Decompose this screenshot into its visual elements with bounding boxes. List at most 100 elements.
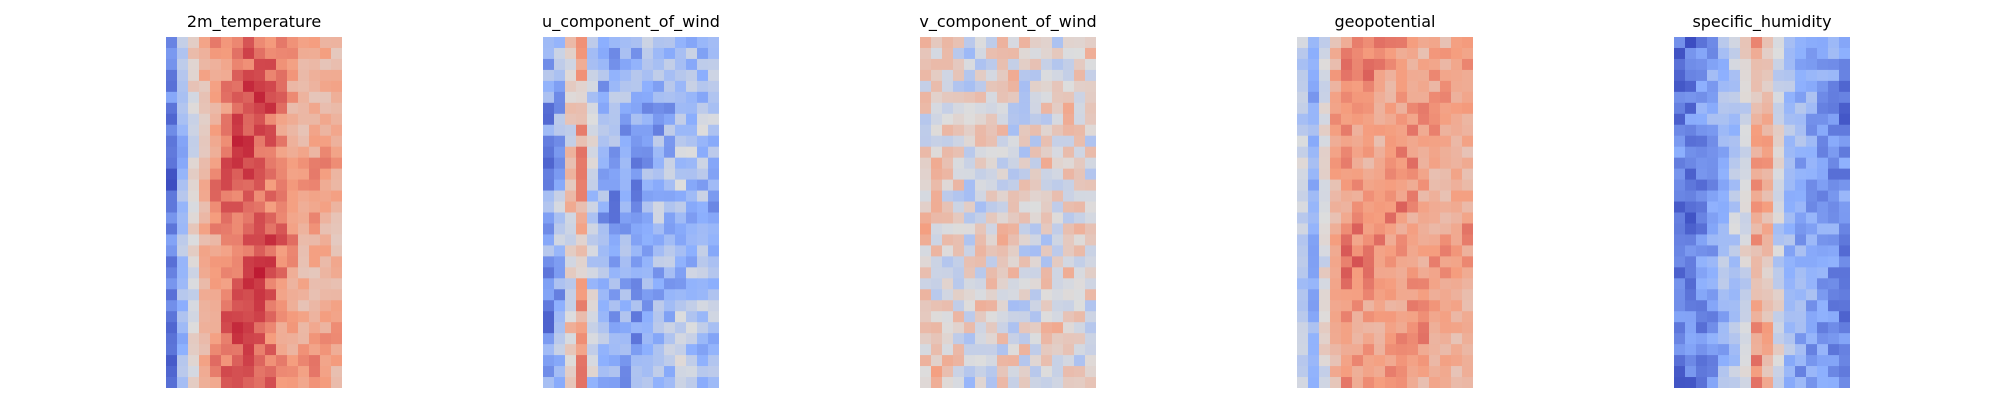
heatmap-cell	[1740, 190, 1752, 202]
heatmap-cell	[1440, 179, 1452, 191]
heatmap-cell	[1440, 91, 1452, 104]
heatmap-cell	[1795, 366, 1807, 378]
heatmap-cell	[609, 234, 621, 246]
heatmap-cell	[1729, 289, 1741, 301]
heatmap-cell	[210, 37, 222, 49]
heatmap-cell	[1418, 58, 1430, 71]
heatmap-cell	[609, 322, 621, 334]
heatmap-cell	[1008, 91, 1020, 104]
heatmap-cell	[653, 311, 665, 323]
heatmap-cell	[188, 234, 200, 246]
heatmap-cell	[1374, 267, 1386, 279]
heatmap-cell	[554, 113, 566, 126]
heatmap-cell	[232, 333, 244, 345]
heatmap-cell	[1308, 377, 1320, 388]
heatmap-cell	[1773, 102, 1785, 115]
heatmap-cell	[287, 69, 299, 82]
heatmap-cell	[609, 179, 621, 191]
heatmap-cell	[1074, 102, 1086, 115]
heatmap-cell	[942, 37, 954, 49]
heatmap-cell	[1795, 311, 1807, 323]
heatmap-cell	[1297, 344, 1309, 356]
heatmap-cell	[1063, 234, 1075, 246]
heatmap-cell	[309, 168, 321, 180]
heatmap-cell	[953, 168, 965, 180]
heatmap-cell	[631, 37, 643, 49]
heatmap-cell	[177, 190, 189, 202]
heatmap-cell	[298, 278, 310, 290]
heatmap-cell	[1063, 102, 1075, 115]
heatmap-cell	[320, 267, 332, 279]
heatmap-cell	[177, 47, 189, 60]
heatmap-cell	[1019, 278, 1031, 290]
heatmap-cell	[1297, 69, 1309, 82]
heatmap-cell	[1041, 179, 1053, 191]
heatmap-cell	[1008, 58, 1020, 71]
heatmap-cell	[942, 245, 954, 257]
heatmap-cell	[1817, 267, 1829, 279]
heatmap-cell	[1374, 322, 1386, 334]
heatmap-cell	[1451, 256, 1463, 268]
heatmap-cell	[587, 366, 599, 378]
heatmap-cell	[287, 344, 299, 356]
heatmap-cell	[620, 157, 632, 170]
heatmap-cell	[276, 91, 288, 104]
heatmap-cell	[554, 47, 566, 60]
heatmap-cell	[975, 135, 987, 148]
heatmap-cell	[166, 245, 178, 257]
heatmap-cell	[953, 190, 965, 202]
heatmap-cell	[276, 344, 288, 356]
heatmap-cell	[210, 267, 222, 279]
heatmap-cell	[697, 124, 709, 137]
heatmap-cell	[265, 267, 277, 279]
heatmap-cell	[254, 179, 266, 191]
heatmap-cell	[1319, 256, 1331, 268]
heatmap-cell	[1718, 69, 1730, 82]
heatmap-cell	[697, 146, 709, 159]
heatmap-cell	[1063, 278, 1075, 290]
heatmap-cell	[177, 80, 189, 93]
heatmap-cell	[1795, 278, 1807, 290]
heatmap-cell	[1352, 146, 1364, 159]
heatmap-cell	[1363, 344, 1375, 356]
heatmap-cell	[1030, 223, 1042, 235]
heatmap-cell	[1385, 223, 1397, 235]
heatmap-cell	[598, 102, 610, 115]
heatmap-cell	[1385, 179, 1397, 191]
heatmap-cell	[986, 201, 998, 213]
heatmap-cell	[1396, 124, 1408, 137]
heatmap-cell	[1784, 278, 1796, 290]
heatmap-cell	[1308, 37, 1320, 49]
heatmap-cell	[1374, 377, 1386, 388]
heatmap-cell	[1762, 47, 1774, 60]
heatmap-cell	[188, 91, 200, 104]
heatmap-cell	[1418, 256, 1430, 268]
heatmap-cell	[320, 146, 332, 159]
heatmap-cell	[697, 377, 709, 388]
heatmap-cell	[953, 278, 965, 290]
heatmap-cell	[964, 355, 976, 367]
heatmap-cell	[964, 113, 976, 126]
heatmap-cell	[1008, 355, 1020, 367]
heatmap-cell	[1019, 223, 1031, 235]
heatmap-cell	[1718, 311, 1730, 323]
heatmap-cell	[1707, 322, 1719, 334]
heatmap-cell	[1363, 179, 1375, 191]
heatmap-cell	[664, 37, 676, 49]
heatmap-cell	[1319, 37, 1331, 49]
heatmap-cell	[1440, 80, 1452, 93]
heatmap-cell	[1839, 47, 1850, 60]
heatmap-cell	[309, 135, 321, 148]
heatmap-cell	[1718, 58, 1730, 71]
heatmap-cell	[1341, 256, 1353, 268]
heatmap-cell	[554, 300, 566, 312]
heatmap-cell	[1773, 58, 1785, 71]
heatmap-cell	[1707, 69, 1719, 82]
heatmap-cell	[1762, 267, 1774, 279]
heatmap-cell	[1828, 113, 1840, 126]
heatmap-cell	[1828, 289, 1840, 301]
heatmap-cell	[254, 47, 266, 60]
heatmap-cell	[298, 256, 310, 268]
heatmap-cell	[609, 69, 621, 82]
heatmap-cell	[188, 278, 200, 290]
